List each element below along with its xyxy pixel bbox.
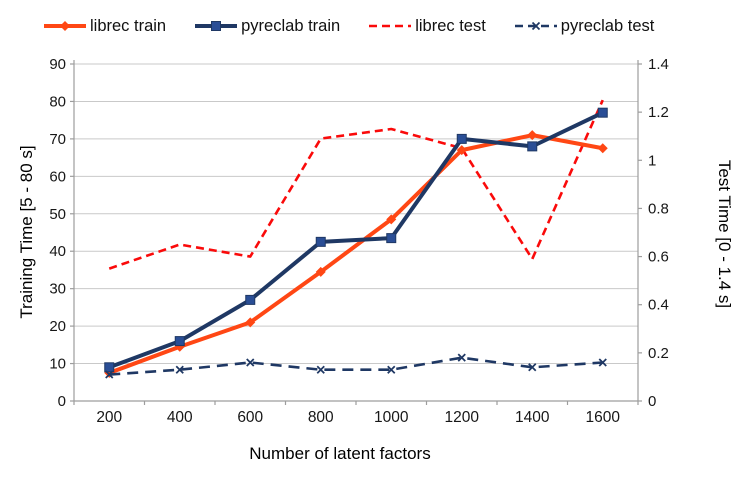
y-axis-tick-label-left: 0 bbox=[58, 393, 66, 410]
series-line-librec-test bbox=[108, 99, 604, 270]
y-axis-tick-label-left: 40 bbox=[49, 243, 66, 260]
marker-square bbox=[315, 236, 326, 247]
legend-item-pyreclab-train: pyreclab train bbox=[193, 17, 340, 36]
x-axis-tick-label: 400 bbox=[167, 409, 193, 426]
marker-diamond bbox=[386, 214, 397, 225]
legend-label-librec-test: librec test bbox=[415, 16, 486, 35]
series-line-pyreclab-train bbox=[108, 110, 604, 370]
legend-key-librec-train bbox=[44, 21, 86, 31]
y-axis-tick-label-right: 0.6 bbox=[648, 249, 669, 266]
legend-label-pyreclab-test: pyreclab test bbox=[560, 16, 655, 35]
x-axis-title: Number of latent factors bbox=[249, 444, 431, 463]
marker-x bbox=[457, 353, 466, 362]
legend: librec train pyreclab train librec test pyr… bbox=[42, 10, 712, 42]
y-axis-tick-label-left: 50 bbox=[49, 206, 66, 223]
series-line-pyreclab-test bbox=[109, 356, 603, 376]
legend-label-pyreclab-train: pyreclab train bbox=[241, 16, 341, 35]
legend-marker-diamond bbox=[60, 21, 70, 31]
legend-key-pyreclab-train bbox=[195, 21, 238, 31]
marker-square bbox=[456, 133, 467, 144]
marker-square bbox=[386, 233, 397, 244]
y-axis-tick-label-right: 0.2 bbox=[648, 345, 669, 362]
marker-square bbox=[527, 141, 538, 152]
marker-square bbox=[597, 107, 608, 118]
x-axis-tick-label: 200 bbox=[96, 409, 122, 426]
legend-item-librec-train: librec train bbox=[42, 17, 166, 36]
legend-key-librec-test bbox=[369, 24, 412, 28]
legend-marker-x bbox=[531, 21, 540, 31]
marker-x bbox=[598, 358, 607, 367]
y-axis-tick-label-left: 80 bbox=[49, 93, 66, 110]
series-line-librec-train bbox=[108, 133, 604, 375]
legend-marker-square bbox=[211, 21, 222, 31]
y-axis-tick-label-left: 60 bbox=[49, 168, 66, 185]
marker-x bbox=[387, 365, 396, 374]
legend-label-librec-train: librec train bbox=[90, 16, 167, 35]
marker-diamond bbox=[315, 266, 326, 277]
marker-x bbox=[528, 363, 537, 372]
x-axis-tick-label: 800 bbox=[308, 409, 334, 426]
marker-x bbox=[246, 358, 255, 367]
y-axis-tick-label-right: 1.2 bbox=[648, 104, 669, 121]
y-axis-tick-label-right: 1.4 bbox=[648, 56, 669, 73]
marker-x bbox=[316, 365, 325, 374]
marker-diamond bbox=[245, 317, 256, 328]
legend-item-pyreclab-test: pyreclab test bbox=[513, 16, 655, 36]
marker-square bbox=[104, 362, 115, 373]
y-axis-tick-label-left: 30 bbox=[49, 281, 66, 298]
x-axis-tick-label: 1400 bbox=[515, 409, 550, 426]
y-axis-tick-label-right: 1 bbox=[648, 152, 656, 169]
marker-square bbox=[174, 336, 185, 347]
y-axis-title-right: Test Time [0 - 1.4 s] bbox=[715, 159, 734, 309]
marker-diamond bbox=[527, 130, 538, 141]
marker-diamond bbox=[597, 143, 608, 154]
marker-diamond bbox=[456, 145, 467, 156]
y-axis-tick-label-right: 0.4 bbox=[648, 297, 669, 314]
legend-key-pyreclab-test bbox=[514, 21, 557, 31]
marker-x bbox=[105, 370, 114, 379]
x-axis-tick-label: 1000 bbox=[374, 409, 409, 426]
x-axis-tick-label: 1600 bbox=[586, 409, 621, 426]
y-axis-tick-label-left: 90 bbox=[49, 56, 66, 73]
x-axis-tick-label: 600 bbox=[237, 409, 263, 426]
y-axis-tick-label-right: 0.8 bbox=[648, 200, 669, 217]
y-axis-tick-label-left: 70 bbox=[49, 131, 66, 148]
y-axis-tick-label-left: 10 bbox=[49, 356, 66, 373]
marker-x bbox=[175, 365, 184, 374]
y-axis-tick-label-right: 0 bbox=[648, 393, 656, 410]
y-axis-tick-label-left: 20 bbox=[49, 318, 66, 335]
x-axis-tick-label: 1200 bbox=[445, 409, 480, 426]
marker-square bbox=[245, 294, 256, 305]
y-axis-title-left: Training Time [5 - 80 s] bbox=[17, 145, 36, 319]
legend-item-librec-test: librec test bbox=[367, 17, 486, 36]
